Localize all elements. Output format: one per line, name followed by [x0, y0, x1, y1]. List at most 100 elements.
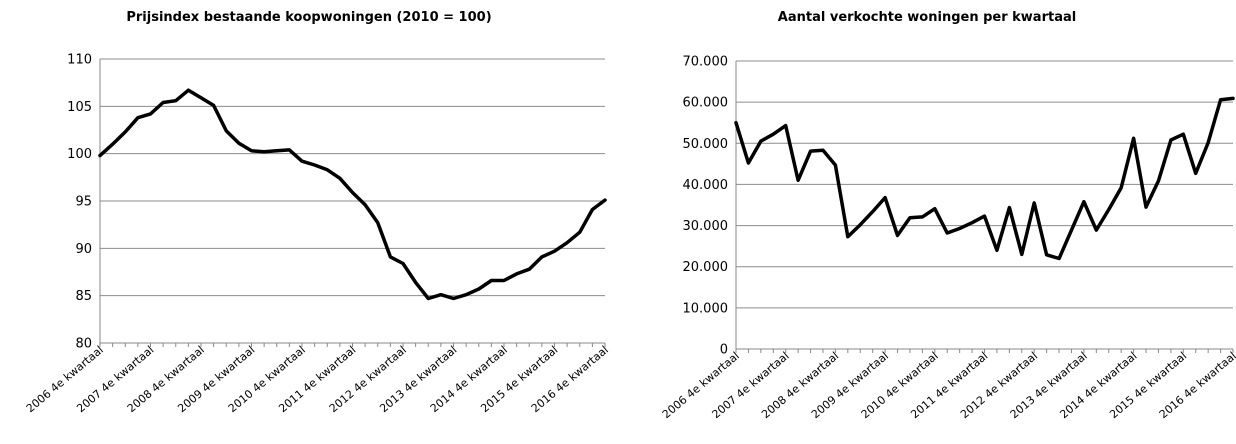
sales-count-chart: Aantal verkochte woningen per kwartaal 0… [618, 0, 1236, 444]
y-tick-label: 0 [720, 343, 728, 358]
y-tick-label: 20.000 [683, 260, 729, 275]
data-point [553, 249, 556, 253]
data-point [983, 214, 986, 218]
data-point [237, 142, 241, 145]
data-point [846, 235, 850, 238]
data-point [1095, 228, 1098, 232]
data-point [250, 149, 253, 153]
data-point [502, 279, 506, 282]
data-point [98, 154, 102, 157]
data-point [796, 179, 800, 182]
data-point [1033, 201, 1036, 205]
data-point [1070, 228, 1073, 232]
data-point [288, 148, 291, 152]
y-tick-label: 50.000 [683, 137, 729, 152]
chart-title: Aantal verkochte woningen per kwartaal [777, 10, 1077, 25]
series-line [734, 96, 1235, 261]
data-point [772, 133, 775, 136]
data-point [515, 272, 518, 276]
data-point [784, 124, 787, 127]
y-tick-label: 90 [75, 242, 92, 257]
data-point [187, 89, 190, 92]
data-point [338, 177, 342, 180]
data-point [225, 129, 228, 133]
data-point [326, 168, 329, 171]
data-point [300, 160, 304, 163]
data-point [734, 121, 738, 124]
data-point [540, 255, 544, 259]
data-point [1057, 257, 1061, 260]
y-tick-label: 85 [75, 289, 92, 304]
data-point [439, 293, 443, 296]
data-point [1020, 253, 1023, 256]
data-point [199, 96, 203, 100]
data-point [389, 255, 392, 259]
data-point [1194, 172, 1197, 175]
data-point [1219, 98, 1222, 101]
sales-count-plot: 0 10.000 20.000 30.000 40.000 50.000 60.000 70.… [660, 55, 1236, 422]
data-point [401, 262, 405, 265]
data-point [275, 149, 278, 153]
data-point [1008, 206, 1011, 209]
y-tick-label: 100 [67, 147, 92, 162]
data-point [603, 198, 607, 202]
data-point [363, 203, 367, 206]
data-point [883, 196, 887, 199]
data-point [427, 297, 430, 300]
data-point [1182, 133, 1185, 136]
data-point [921, 215, 924, 219]
y-tick-label: 105 [67, 100, 92, 115]
data-point [871, 210, 874, 213]
data-point [821, 149, 825, 152]
chart-title: Prijsindex bestaande koopwoningen (2010 … [126, 10, 492, 25]
data-point [970, 221, 974, 224]
data-point [1132, 137, 1135, 140]
data-point [809, 149, 812, 153]
data-point [1157, 179, 1160, 182]
data-point [111, 143, 114, 146]
data-point [859, 223, 862, 226]
data-point [747, 161, 750, 165]
data-point [149, 112, 152, 116]
data-point [1144, 205, 1148, 209]
price-index-chart: Prijsindex bestaande koopwoningen (2010 … [24, 10, 611, 416]
data-point [136, 116, 140, 119]
data-point [490, 279, 493, 282]
data-point [414, 281, 417, 284]
data-point [946, 231, 949, 235]
y-tick-label: 60.000 [683, 96, 729, 111]
data-point [313, 163, 316, 167]
data-point [1206, 141, 1210, 145]
data-point [1082, 200, 1086, 203]
data-point [995, 249, 999, 252]
data-point [161, 101, 165, 104]
data-point [591, 208, 594, 211]
data-point [452, 297, 455, 300]
data-point [464, 293, 468, 296]
y-tick-label: 80 [75, 337, 92, 352]
data-point [565, 241, 569, 244]
data-point [1119, 186, 1123, 189]
data-point [1231, 97, 1235, 100]
data-point [262, 150, 266, 153]
y-tick-label: 110 [67, 53, 92, 68]
data-point [896, 234, 899, 237]
data-point [1107, 208, 1110, 211]
data-point [1169, 138, 1173, 142]
data-point [528, 267, 531, 271]
data-point [351, 191, 354, 194]
y-tick-label: 95 [75, 195, 92, 210]
data-point [759, 140, 763, 143]
y-tick-label: 30.000 [683, 219, 729, 234]
data-point [376, 221, 379, 224]
data-point [174, 99, 177, 102]
data-point [477, 287, 480, 291]
y-tick-label: 10.000 [683, 301, 729, 316]
data-point [212, 104, 215, 107]
data-point [933, 207, 936, 210]
data-point [958, 227, 961, 230]
data-point [578, 231, 581, 234]
data-point [1045, 253, 1048, 256]
data-point [908, 216, 912, 219]
